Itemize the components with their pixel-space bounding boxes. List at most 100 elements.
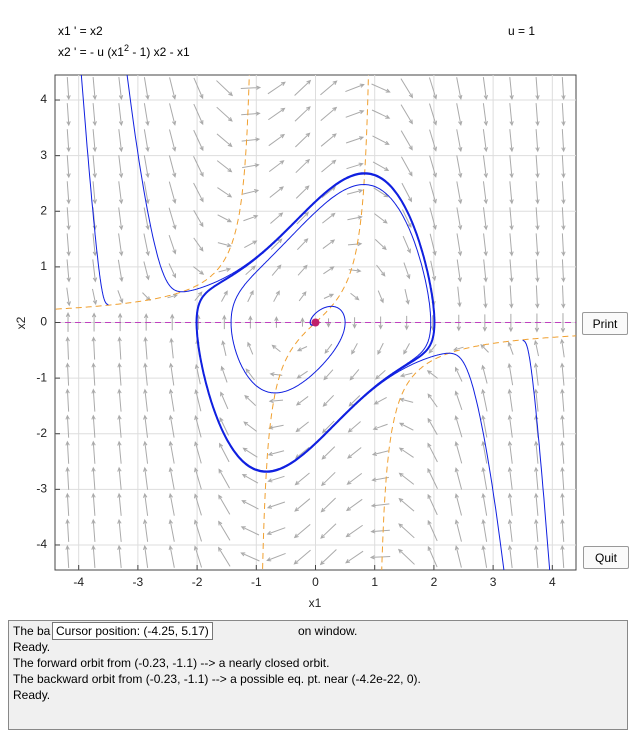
field-arrow — [347, 241, 363, 247]
field-arrow — [193, 519, 202, 542]
field-arrow — [268, 133, 286, 147]
field-arrow — [323, 293, 335, 299]
field-arrow — [509, 155, 514, 179]
field-arrow — [456, 103, 463, 127]
field-arrow — [143, 207, 150, 231]
field-arrow — [535, 207, 540, 231]
field-arrow — [482, 129, 488, 153]
field-arrow — [242, 189, 260, 195]
field-arrow — [482, 155, 488, 179]
field-arrow — [117, 388, 122, 412]
field-arrow — [167, 293, 179, 299]
field-arrow — [323, 266, 335, 275]
field-arrow — [245, 265, 256, 276]
field-arrow — [322, 239, 336, 249]
field-arrow — [92, 181, 97, 205]
field-arrow — [403, 262, 411, 280]
field-arrow — [507, 414, 513, 438]
field-arrow — [194, 363, 201, 385]
field-arrow — [217, 546, 231, 567]
field-arrow — [221, 290, 228, 302]
field-arrow — [143, 261, 150, 281]
field-arrow — [509, 129, 514, 153]
field-arrow — [535, 103, 540, 127]
x-tick-label: -1 — [251, 575, 262, 589]
field-arrow — [219, 442, 230, 463]
field-arrow — [117, 336, 122, 360]
field-arrow — [481, 466, 488, 490]
print-button[interactable]: Print — [582, 312, 628, 335]
y-tick-label: 4 — [40, 92, 47, 106]
field-arrow — [371, 450, 389, 456]
field-arrow — [92, 233, 98, 257]
superscript: 2 — [123, 43, 129, 53]
field-arrow — [456, 155, 463, 179]
field-arrow — [241, 500, 259, 510]
field-arrow — [270, 238, 283, 250]
field-arrow — [216, 80, 234, 97]
field-arrow — [509, 181, 514, 205]
field-arrow — [270, 212, 284, 224]
field-arrow — [169, 337, 174, 359]
field-arrow — [454, 467, 463, 490]
field-arrow — [507, 492, 513, 516]
quit-button[interactable]: Quit — [583, 546, 629, 569]
field-arrow — [457, 286, 462, 308]
field-arrow — [168, 466, 175, 490]
field-arrow — [66, 207, 71, 231]
field-arrow — [456, 233, 463, 257]
field-arrow — [456, 181, 463, 205]
field-arrow — [346, 473, 363, 485]
field-arrow — [168, 362, 175, 386]
field-arrow — [143, 388, 148, 412]
field-arrow — [374, 238, 387, 251]
field-arrow — [143, 336, 148, 360]
field-arrow — [193, 210, 204, 228]
message-line: The ba — [13, 624, 51, 638]
field-arrow — [143, 492, 149, 516]
field-arrow — [91, 388, 96, 412]
field-arrow — [561, 77, 566, 101]
field-arrow — [371, 83, 391, 93]
field-arrow — [142, 518, 149, 542]
tooltip: Cursor position: (-4.25, 5.17) — [52, 622, 213, 640]
field-arrow — [320, 523, 337, 539]
field-arrow — [91, 440, 96, 464]
field-arrow — [346, 162, 364, 170]
field-arrow — [193, 493, 202, 516]
field-arrow — [216, 133, 233, 148]
field-arrow — [240, 526, 260, 536]
field-arrow — [92, 77, 97, 101]
field-arrow — [427, 393, 438, 408]
field-arrow — [267, 450, 285, 457]
field-arrow — [369, 555, 391, 560]
field-arrow — [372, 423, 388, 431]
field-arrow — [65, 362, 70, 386]
field-arrow — [561, 181, 566, 205]
field-arrow — [241, 137, 261, 142]
x-tick-label: -2 — [192, 575, 203, 589]
message-line: The forward orbit from (-0.23, -1.1) -->… — [13, 656, 330, 670]
field-arrow — [401, 182, 412, 203]
field-arrow — [533, 362, 539, 386]
field-arrow — [345, 550, 364, 564]
field-arrow — [427, 442, 438, 463]
field-arrow — [91, 466, 96, 490]
field-arrow — [91, 492, 96, 516]
field-arrow — [294, 79, 312, 96]
field-arrow — [535, 259, 540, 283]
field-arrow — [507, 341, 514, 355]
field-arrow — [294, 106, 311, 122]
field-arrow — [370, 529, 390, 534]
field-arrow — [217, 187, 233, 198]
field-arrow — [66, 77, 71, 101]
x-axis-label: x1 — [309, 596, 322, 610]
field-arrow — [324, 343, 333, 354]
field-arrow — [533, 388, 539, 412]
field-arrow — [376, 264, 386, 277]
field-arrow — [117, 290, 124, 304]
y-tick-label: -2 — [36, 426, 47, 440]
field-arrow — [483, 259, 488, 283]
field-arrow — [429, 233, 437, 257]
field-arrow — [483, 285, 488, 309]
